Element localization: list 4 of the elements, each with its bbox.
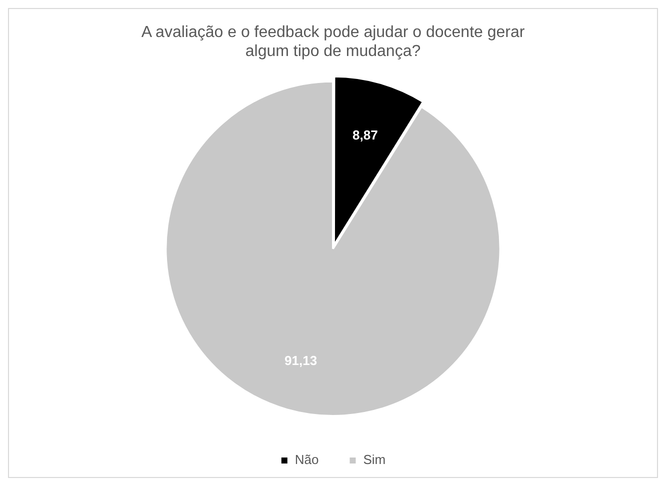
legend-label: Sim [363,452,386,468]
legend-label: Não [294,452,319,468]
chart-title: A avaliação e o feedback pode ajudar o docente gerar algum tipo de mudança? [141,24,526,60]
data-label: 8,87 [352,128,378,143]
